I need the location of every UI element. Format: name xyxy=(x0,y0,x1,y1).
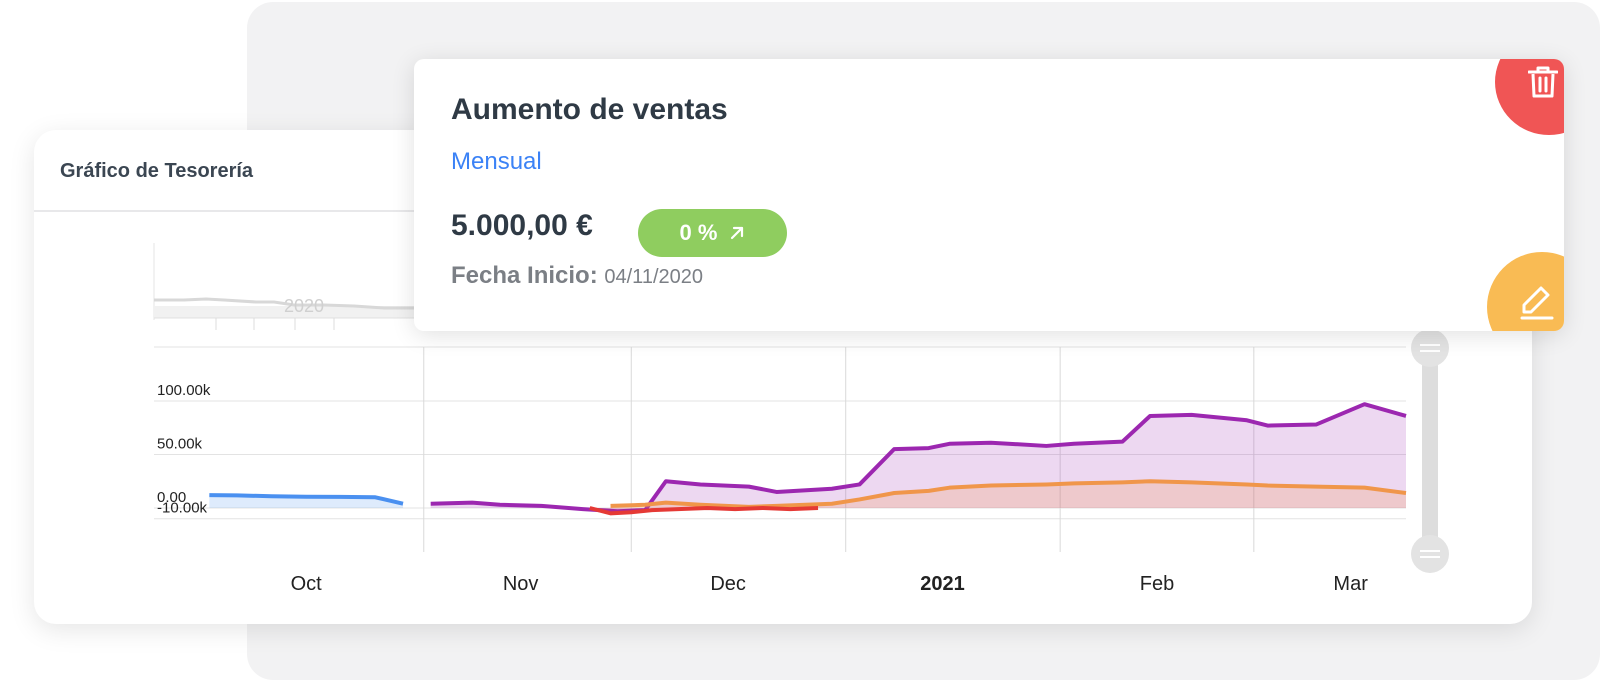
series-line xyxy=(209,493,404,506)
scrollbar-bottom-handle[interactable] xyxy=(1411,535,1449,573)
navigator-year-label: 2020 xyxy=(284,296,324,316)
period-link[interactable]: Mensual xyxy=(451,148,542,175)
arrow-up-right-icon xyxy=(731,226,744,240)
edit-button[interactable] xyxy=(1487,252,1564,331)
chart-navigator[interactable]: 2020 xyxy=(153,243,464,330)
y-tick-label: 0.00 xyxy=(157,489,186,506)
series-area xyxy=(610,481,1406,508)
pencil-icon xyxy=(1520,286,1554,320)
trash-icon xyxy=(1528,66,1558,98)
series-area xyxy=(430,404,1407,512)
series-line xyxy=(589,506,819,516)
x-tick-label: Mar xyxy=(1333,573,1368,595)
chart-title: Gráfico de Tesorería xyxy=(60,160,254,182)
sales-increase-card: Aumento de ventas Mensual 5.000,00 € 0 %… xyxy=(414,59,1564,331)
vertical-scrollbar[interactable] xyxy=(1411,329,1449,573)
delete-button[interactable] xyxy=(1495,59,1564,135)
scrollbar-top-handle[interactable] xyxy=(1411,329,1449,367)
percent-badge: 0 % xyxy=(638,209,787,257)
amount-value: 5.000,00 € xyxy=(451,209,593,242)
x-tick-label: Oct xyxy=(291,573,323,595)
percent-value: 0 % xyxy=(679,220,718,245)
y-tick-label: 100.00k xyxy=(157,382,211,399)
start-date: Fecha Inicio: 04/11/2020 xyxy=(451,262,703,290)
start-date-value: 04/11/2020 xyxy=(604,266,703,288)
plot-area: 100.00k 50.00k 0.00-10.00k Oct Nov Dec 2021 Feb… xyxy=(154,346,1407,595)
item-title: Aumento de ventas xyxy=(451,93,728,126)
start-date-label: Fecha Inicio: xyxy=(451,262,598,289)
x-tick-label: Dec xyxy=(710,573,746,595)
y-tick-label: 50.00k xyxy=(157,436,203,453)
series-line xyxy=(610,479,1407,509)
y-tick-label: -10.00k xyxy=(157,500,208,517)
treasury-chart: 2020 100.00k 50.00k 0.00-10.00k Oct Nov Dec 20… xyxy=(153,243,1449,595)
x-tick-label: Feb xyxy=(1140,573,1174,595)
x-tick-label: 2021 xyxy=(920,573,965,595)
navigator-series-line xyxy=(154,297,464,310)
x-tick-label: Nov xyxy=(503,573,539,595)
